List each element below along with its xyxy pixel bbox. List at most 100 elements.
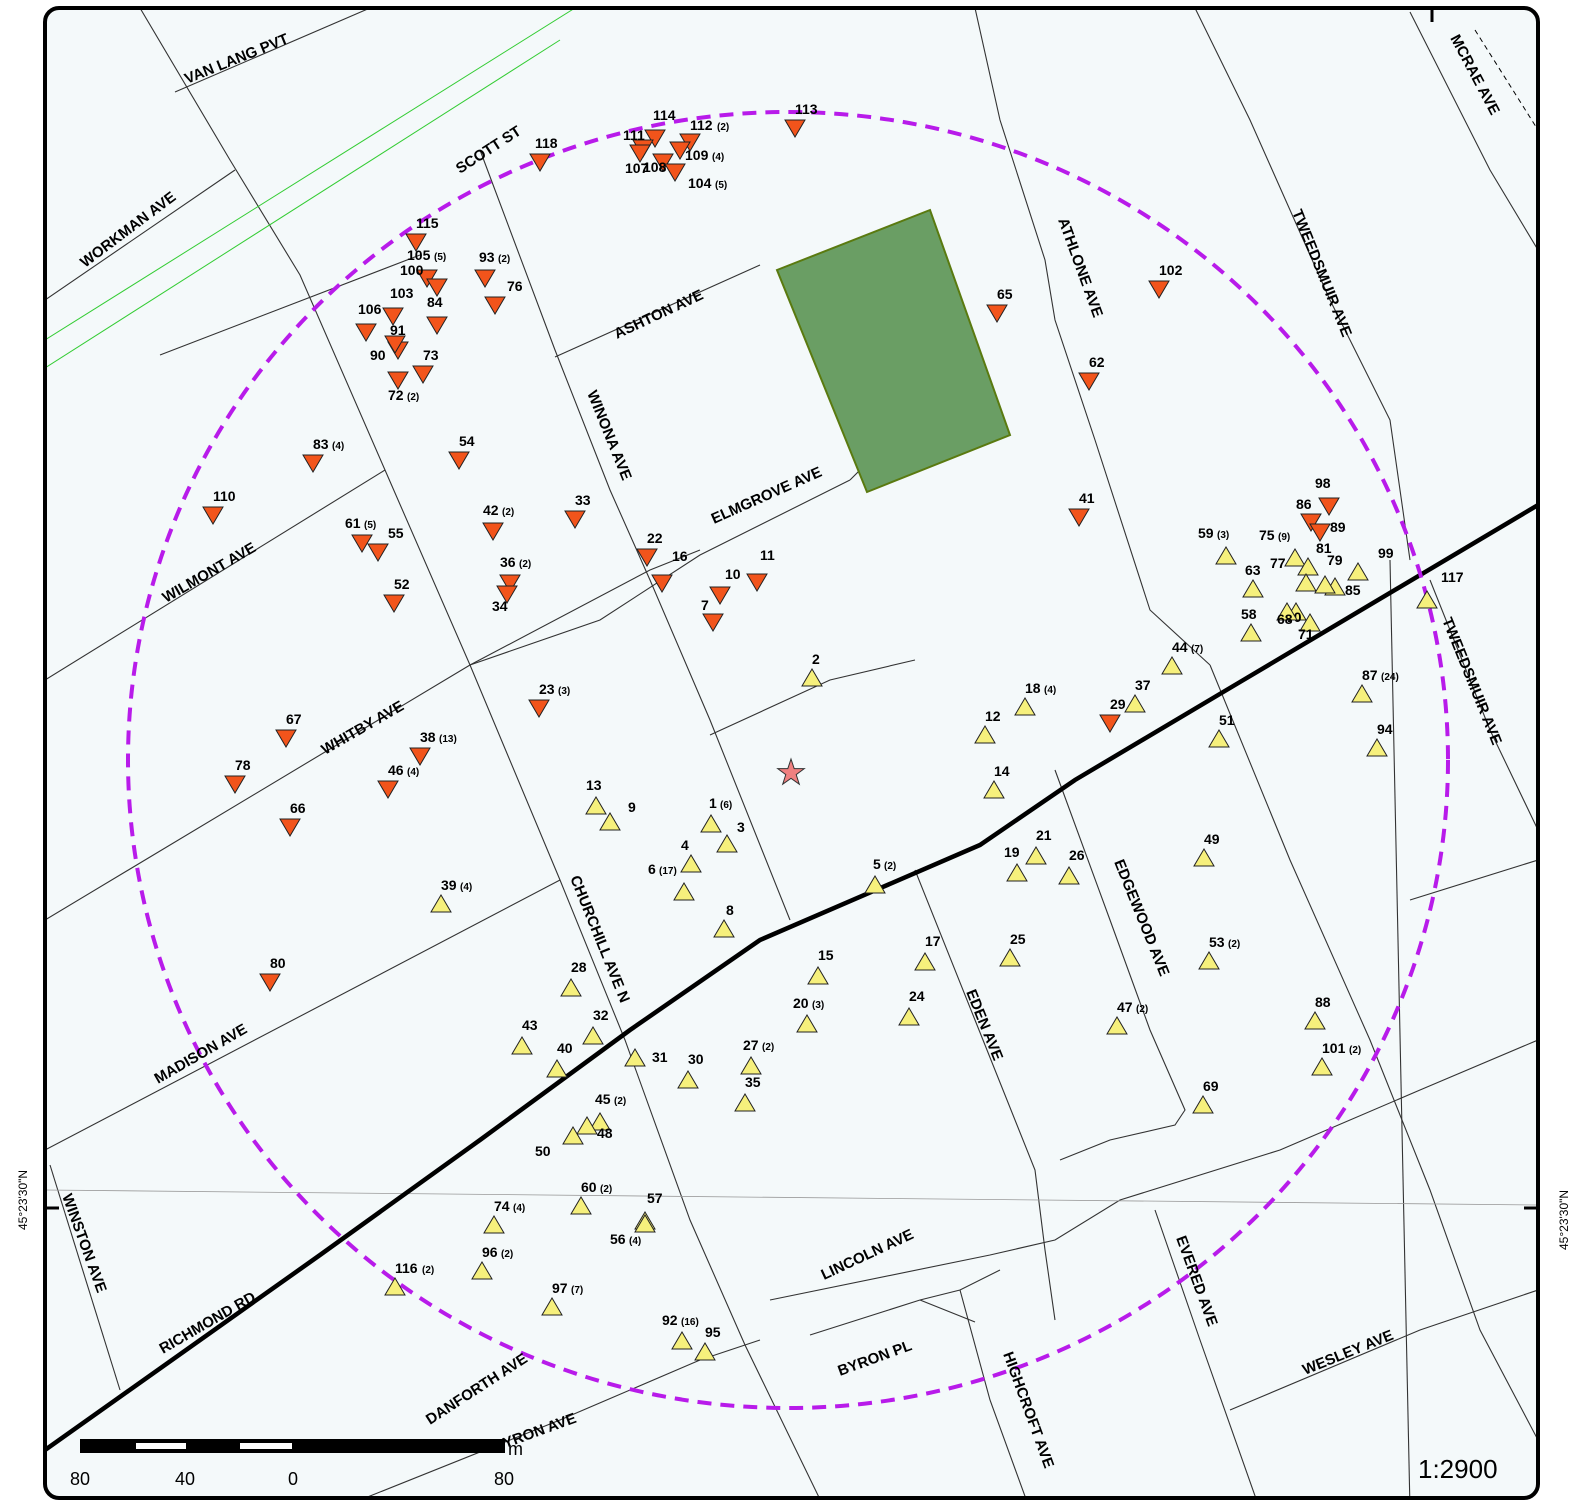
marker-label: 28: [571, 959, 587, 975]
marker-label: 78: [235, 757, 251, 773]
marker-label: 99: [1378, 545, 1394, 561]
marker-label: 89: [1330, 519, 1346, 535]
marker-label: 17: [925, 933, 941, 949]
marker-count: (2): [501, 1249, 513, 1260]
marker-count: (4): [1044, 685, 1056, 696]
marker-count: (24): [1381, 672, 1399, 683]
marker-label: 80: [270, 955, 286, 971]
marker-label: 63: [1245, 562, 1261, 578]
marker-label: 16: [672, 548, 688, 564]
marker-label: 59: [1198, 525, 1214, 541]
scale-unit: m: [508, 1439, 523, 1459]
marker-label: 113: [795, 101, 818, 117]
marker-label: 88: [1315, 994, 1331, 1010]
marker-label: 107: [625, 160, 649, 176]
marker-label: 110: [213, 488, 236, 504]
marker-label: 98: [1315, 475, 1331, 491]
marker-count: (13): [439, 734, 457, 745]
marker-label: 8: [726, 902, 734, 918]
marker-label: 116: [395, 1260, 418, 1276]
marker-label: 48: [597, 1125, 613, 1141]
marker-label: 11: [760, 547, 775, 563]
scale-label: 80: [494, 1469, 514, 1489]
marker-label: 76: [507, 278, 523, 294]
marker-label: 31: [652, 1049, 668, 1065]
marker-count: (4): [629, 1236, 641, 1247]
marker-label: 112: [690, 117, 713, 133]
marker-label: 47: [1117, 999, 1133, 1015]
marker-label: 5: [873, 856, 881, 872]
scale-label: 0: [288, 1469, 298, 1489]
marker-label: 72: [388, 387, 404, 403]
marker-label: 10: [725, 566, 741, 582]
scale-label: 80: [70, 1469, 90, 1489]
marker-label: 67: [286, 711, 302, 727]
marker-label: 37: [1135, 677, 1151, 693]
marker-count: (4): [332, 441, 344, 452]
marker-label: 43: [522, 1017, 538, 1033]
marker-label: 51: [1219, 712, 1235, 728]
marker-label: 92: [662, 1312, 678, 1328]
marker-label: 42: [483, 502, 499, 518]
marker-label: 75: [1259, 527, 1275, 543]
marker-label: 84: [427, 294, 443, 310]
marker-count: (5): [434, 252, 446, 263]
marker-label: 25: [1010, 931, 1026, 947]
marker-count: (2): [762, 1042, 774, 1053]
marker-count: (3): [558, 686, 570, 697]
marker-count: (2): [884, 861, 896, 872]
marker-count: (2): [498, 254, 510, 265]
marker-count: (4): [407, 767, 419, 778]
marker-label: 1: [709, 795, 717, 811]
marker-label: 30: [688, 1051, 704, 1067]
marker-count: (7): [571, 1285, 583, 1296]
scale-label: 40: [175, 1469, 195, 1489]
marker-label: 9: [628, 799, 636, 815]
latitude-label-left: 45°23'30"N: [16, 1170, 30, 1230]
marker-count: (5): [364, 520, 376, 531]
marker-label: 41: [1079, 490, 1095, 506]
marker-label: 35: [745, 1074, 761, 1090]
marker-count: (9): [1278, 532, 1290, 543]
marker-label: 46: [388, 762, 404, 778]
marker-count: (4): [460, 882, 472, 893]
marker-count: (2): [1228, 939, 1240, 950]
marker-label: 21: [1036, 827, 1052, 843]
marker-count: (2): [502, 507, 514, 518]
marker-label: 57: [647, 1190, 663, 1206]
marker-label: 68: [1277, 611, 1293, 627]
marker-label: 40: [557, 1040, 573, 1056]
marker-label: 19: [1004, 844, 1020, 860]
marker-label: 114: [653, 107, 676, 123]
marker-count: (2): [614, 1096, 626, 1107]
marker-count: (2): [519, 559, 531, 570]
marker-label: 56: [610, 1231, 626, 1247]
marker-label: 32: [593, 1007, 609, 1023]
marker-label: 12: [985, 708, 1001, 724]
marker-label: 14: [994, 763, 1010, 779]
marker-count: (7): [1191, 644, 1203, 655]
marker-label: 111: [623, 127, 645, 143]
marker-label: 66: [290, 800, 306, 816]
marker-label: 36: [500, 554, 516, 570]
marker-count: (17): [659, 866, 677, 877]
marker-count: (4): [513, 1203, 525, 1214]
marker-label: 34: [492, 598, 508, 614]
marker-label: 27: [743, 1037, 759, 1053]
marker-label: 22: [647, 530, 663, 546]
marker-label: 24: [909, 988, 925, 1004]
marker-label: 83: [313, 436, 329, 452]
marker-count: (2): [1349, 1045, 1361, 1056]
marker-label: 20: [793, 995, 809, 1011]
marker-label: 105: [407, 247, 431, 263]
marker-label: 54: [459, 433, 475, 449]
marker-label: 6: [648, 861, 656, 877]
marker-label: 39: [441, 877, 457, 893]
marker-label: 62: [1089, 354, 1105, 370]
marker-label: 71: [1298, 626, 1314, 642]
marker-label: 93: [479, 249, 495, 265]
marker-count: (4): [712, 152, 724, 163]
marker-label: 2: [812, 651, 820, 667]
marker-label: 18: [1025, 680, 1041, 696]
